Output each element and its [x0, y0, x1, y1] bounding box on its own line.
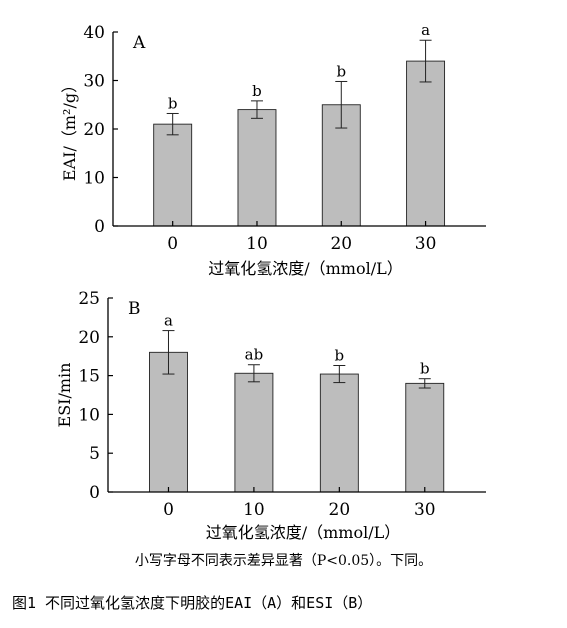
- y-tick-label: 0: [94, 217, 105, 237]
- y-tick-label: 25: [78, 289, 100, 309]
- x-tick-label: 20: [329, 500, 351, 520]
- significance-letter: b: [420, 360, 430, 378]
- figure-caption: 图1 不同过氧化氢浓度下明胶的EAI（A）和ESI（B）: [12, 594, 373, 612]
- significance-letter: b: [252, 82, 262, 100]
- panel-label: A: [132, 33, 146, 53]
- x-tick-label: 0: [163, 500, 174, 520]
- x-axis-label: 过氧化氢浓度/（mmol/L）: [208, 259, 403, 278]
- y-tick-label: 20: [78, 328, 100, 348]
- y-tick-label: 5: [89, 444, 100, 464]
- x-tick-label: 10: [243, 500, 265, 520]
- x-tick-label: 30: [415, 234, 437, 254]
- x-tick-label: 10: [246, 234, 268, 254]
- y-tick-label: 40: [83, 23, 105, 43]
- bar: [149, 351, 188, 493]
- bar: [319, 373, 359, 493]
- significance-letter: b: [168, 94, 178, 112]
- x-tick-label: 30: [414, 500, 436, 520]
- significance-letter: a: [164, 312, 173, 330]
- x-tick-label: 20: [330, 234, 352, 254]
- y-tick-label: 20: [83, 120, 105, 140]
- x-axis-label: 过氧化氢浓度/（mmol/L）: [206, 523, 401, 542]
- significance-note: 小写字母不同表示差异显著（P<0.05）。下同。: [134, 553, 433, 569]
- bar: [406, 60, 446, 227]
- bar: [237, 109, 277, 227]
- bar: [153, 123, 193, 227]
- significance-letter: ab: [245, 346, 264, 364]
- y-tick-label: 10: [83, 169, 105, 189]
- y-tick-label: 0: [89, 483, 100, 503]
- significance-letter: b: [336, 62, 346, 80]
- chart-panel-a: 0 10 20 30 40 b 0 b 10 b 20 a 30 A EAI/（m²/g） 过氧化氢浓度/（m…: [60, 21, 486, 278]
- y-tick-label: 15: [78, 367, 100, 387]
- significance-letter: b: [335, 347, 345, 365]
- panel-label: B: [128, 299, 141, 319]
- bar: [234, 372, 274, 493]
- y-tick-label: 30: [83, 72, 105, 92]
- chart-panel-b: 0 5 10 15 20 25 a 0 ab 10 b 20 b 30 B ESI/min 过氧化氢浓度/（mm…: [55, 289, 486, 542]
- y-tick-label: 10: [78, 405, 100, 425]
- y-axis-label: EAI/（m²/g）: [60, 77, 79, 181]
- significance-letter: a: [421, 21, 430, 39]
- x-tick-label: 0: [167, 234, 178, 254]
- y-axis-label: ESI/min: [55, 363, 74, 428]
- bar: [405, 382, 445, 493]
